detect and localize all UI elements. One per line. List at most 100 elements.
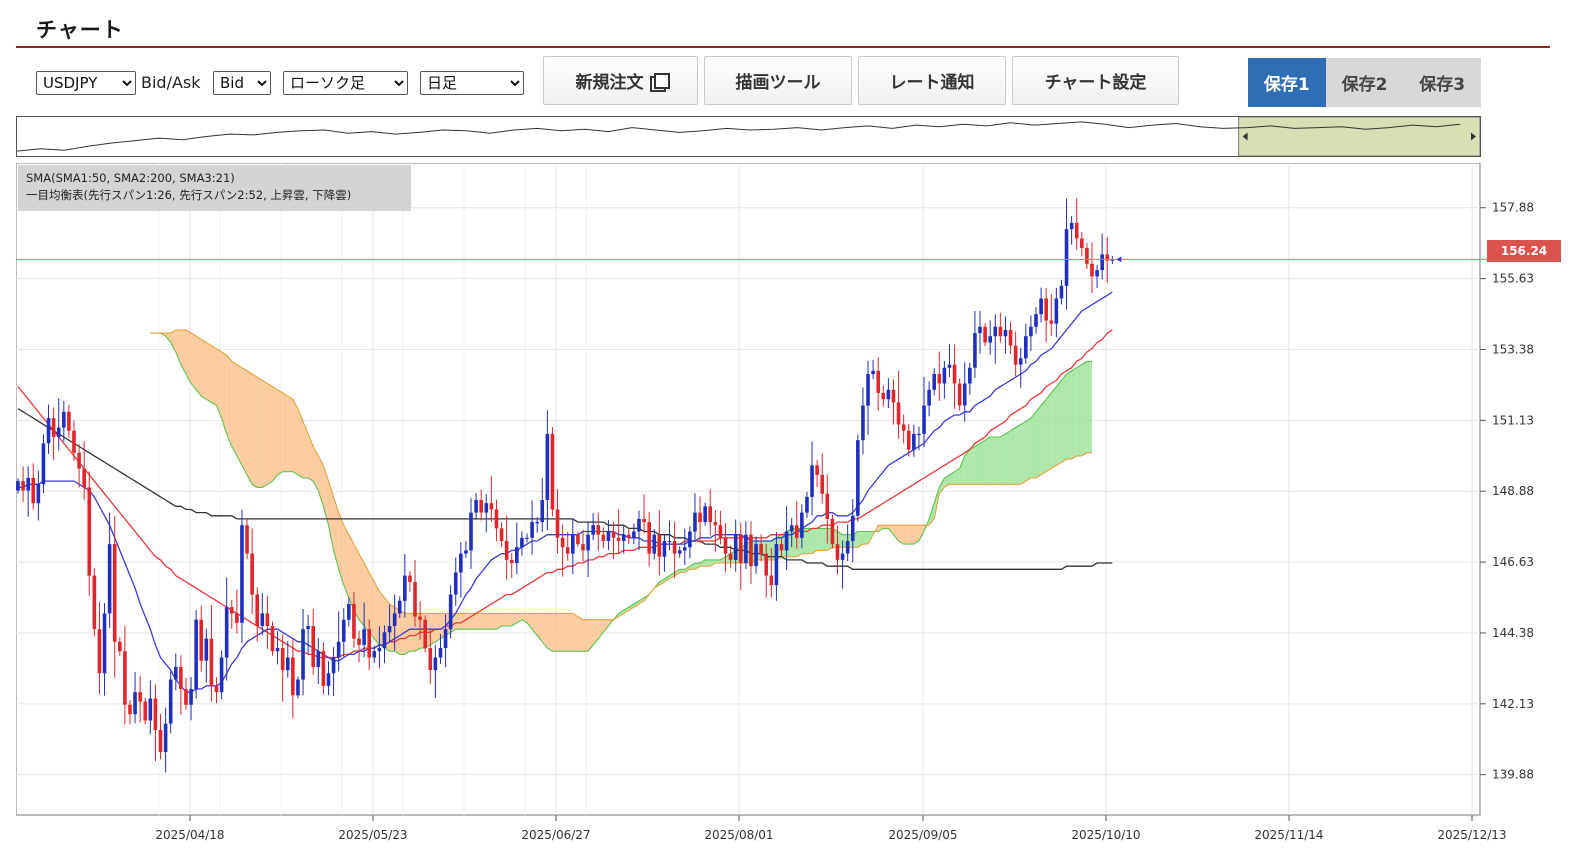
y-tick-label: 151.13: [1492, 413, 1534, 427]
candle-up: [744, 534, 748, 564]
candle-up: [194, 619, 198, 690]
candle-down: [77, 452, 81, 469]
candle-down: [184, 689, 188, 705]
candle-up: [591, 525, 595, 535]
candle-up: [973, 333, 977, 368]
candle-down: [479, 500, 483, 513]
candle-down: [418, 616, 422, 620]
x-tick-label: 2025/11/14: [1254, 828, 1323, 842]
symbol-select[interactable]: USDJPY: [36, 71, 136, 95]
ichimoku-cloud-down: [297, 408, 304, 478]
last-price-marker: [1116, 256, 1122, 263]
candle-down: [92, 575, 97, 630]
ichimoku-cloud-down: [226, 355, 232, 447]
sma-short-line: [18, 291, 1113, 693]
new-order-button[interactable]: 新規注文: [543, 56, 698, 105]
candle-down: [835, 544, 840, 560]
candle-up: [453, 572, 458, 595]
candle-up: [515, 547, 519, 564]
candle-up: [621, 534, 626, 541]
candle-up: [397, 600, 402, 614]
rate-alert-button[interactable]: レート通知: [858, 56, 1006, 105]
candle-down: [596, 525, 601, 535]
save-slot-tabs: 保存1 保存2 保存3: [1248, 58, 1482, 107]
ichimoku-cloud-up: [806, 528, 813, 554]
candle-down: [576, 534, 580, 545]
candle-down: [896, 402, 901, 425]
candle-down: [713, 522, 718, 526]
candle-down: [1008, 329, 1013, 346]
chart-area[interactable]: 2025/04/18 2025/05/23 2025/06/27 2025/08/01…: [16, 163, 1561, 855]
ichimoku-cloud-up: [1056, 380, 1062, 466]
indicator-legend[interactable]: SMA(SMA1:50, SMA2:200, SMA3:21) 一目均衡表(先行…: [18, 165, 411, 211]
candle-up: [688, 531, 692, 548]
candle-up: [26, 477, 30, 491]
candle-up: [331, 657, 336, 674]
ichimoku-cloud-down: [496, 613, 502, 630]
candle-down: [265, 613, 270, 627]
ichimoku-cloud-down: [369, 572, 375, 639]
candle-down: [1044, 298, 1048, 321]
candle-up: [301, 629, 305, 680]
x-tick-label: 2025/05/23: [338, 828, 407, 842]
candle-up: [275, 648, 280, 652]
candle-up: [163, 723, 168, 753]
bidask-select[interactable]: Bid: [213, 71, 271, 95]
candle-down: [581, 544, 585, 551]
bidask-label: Bid/Ask: [141, 73, 201, 92]
candlestick-chart: 2025/04/18 2025/05/23 2025/06/27 2025/08/01…: [16, 163, 1534, 842]
ichimoku-cloud-up: [1020, 421, 1026, 485]
ichimoku-cloud-down: [353, 544, 360, 620]
ichimoku-cloud-down: [257, 377, 263, 488]
candle-up: [1100, 254, 1104, 271]
ichimoku-cloud-down: [262, 380, 268, 488]
candle-up: [886, 389, 891, 400]
ichimoku-cloud-down: [191, 333, 197, 390]
chart-settings-button[interactable]: チャート設定: [1012, 56, 1179, 105]
candle-down: [352, 603, 356, 639]
candle-down: [698, 512, 702, 523]
ichimoku-cloud-down: [343, 525, 349, 598]
ichimoku-cloud-down: [883, 525, 889, 529]
current-price-badge: 156.24: [1487, 240, 1561, 262]
ichimoku-cloud-up: [812, 528, 818, 554]
candle-up: [632, 531, 636, 538]
timeframe-select[interactable]: 日足: [420, 71, 524, 95]
candle-up: [800, 512, 804, 538]
candle-down: [494, 509, 499, 529]
navigator-right-handle-icon: [1471, 132, 1476, 141]
ichimoku-cloud-up: [1041, 399, 1047, 475]
candle-down: [759, 544, 763, 554]
chart-type-select[interactable]: ローソク足: [283, 71, 408, 95]
candle-up: [754, 544, 758, 567]
save-tab-1[interactable]: 保存1: [1248, 58, 1326, 107]
chart-navigator[interactable]: [16, 116, 1481, 157]
ichimoku-cloud-up: [949, 471, 955, 485]
candle-up: [1095, 270, 1099, 277]
candle-down: [357, 638, 361, 645]
candle-up: [774, 544, 779, 586]
ichimoku-cloud-up: [822, 528, 828, 551]
draw-tools-button[interactable]: 描画ツール: [704, 56, 852, 105]
candle-down: [611, 531, 616, 538]
ichimoku-cloud-up: [944, 474, 950, 488]
save-tab-3[interactable]: 保存3: [1403, 58, 1482, 107]
candle-down: [311, 626, 316, 667]
ichimoku-cloud-down: [333, 496, 339, 570]
candle-down: [906, 430, 911, 450]
candle-up: [917, 433, 921, 436]
candle-up: [942, 367, 947, 384]
candle-up: [861, 405, 865, 441]
y-tick-label: 146.63: [1492, 555, 1534, 569]
candle-down: [560, 537, 565, 548]
candle-down: [616, 537, 621, 541]
ichimoku-cloud-down: [567, 613, 573, 652]
candle-up: [1024, 336, 1028, 359]
ichimoku-cloud-up: [857, 531, 863, 548]
candle-down: [270, 626, 275, 652]
ichimoku-cloud-up: [669, 572, 675, 579]
save-tab-2[interactable]: 保存2: [1325, 58, 1404, 107]
candle-down: [199, 619, 204, 661]
candle-down: [97, 629, 102, 674]
ichimoku-cloud-up: [985, 437, 991, 485]
